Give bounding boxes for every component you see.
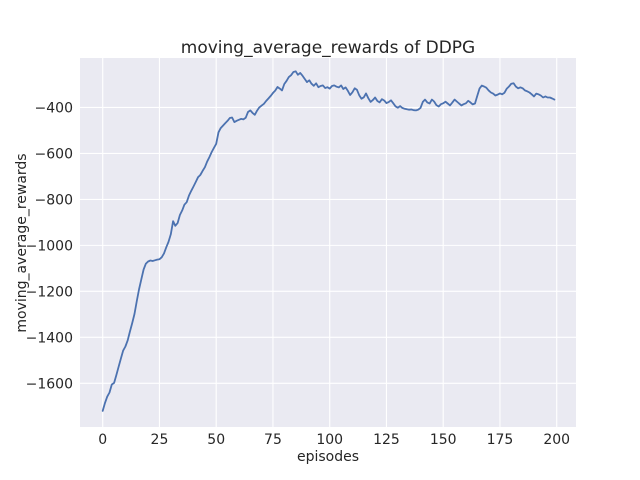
axes-background — [80, 58, 576, 427]
x-axis-label: episodes — [296, 449, 360, 465]
x-tick-label: 100 — [316, 432, 343, 448]
y-tick-label: −1200 — [26, 284, 73, 300]
y-tick-label: −1600 — [26, 376, 73, 392]
y-tick-label: −600 — [35, 146, 73, 162]
x-tick-label: 25 — [151, 432, 169, 448]
x-tick-label: 125 — [373, 432, 400, 448]
x-tick-label: 200 — [543, 432, 570, 448]
y-tick-label: −1400 — [26, 330, 73, 346]
x-tick-label: 150 — [430, 432, 457, 448]
x-tick-label: 50 — [207, 432, 225, 448]
y-axis-label: moving_average_rewards — [14, 153, 30, 333]
x-tick-label: 75 — [264, 432, 282, 448]
x-tick-label: 0 — [98, 432, 107, 448]
y-tick-label: −400 — [35, 100, 73, 116]
x-tick-label: 175 — [487, 432, 514, 448]
y-tick-label: −1000 — [26, 238, 73, 254]
y-tick-label: −800 — [35, 192, 73, 208]
chart-title: moving_average_rewards of DDPG — [180, 38, 476, 58]
series-line — [101, 70, 556, 412]
